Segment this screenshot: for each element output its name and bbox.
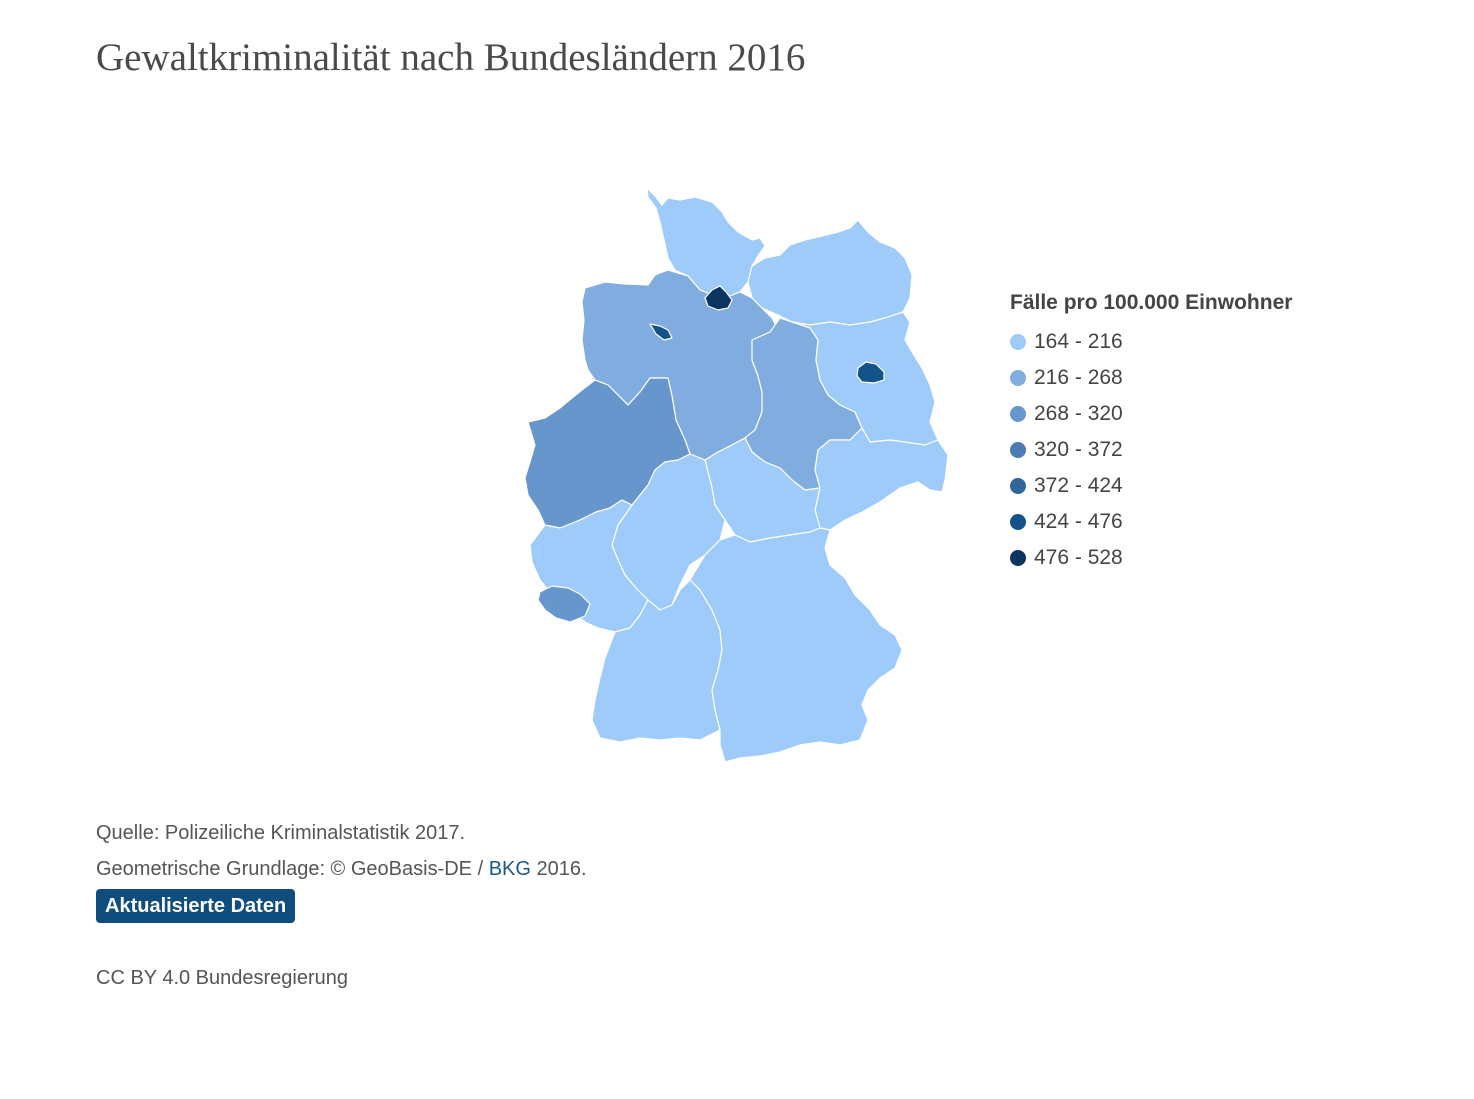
legend-item-label: 372 - 424 bbox=[1034, 474, 1123, 497]
updated-data-button[interactable]: Aktualisierte Daten bbox=[96, 889, 296, 923]
legend-swatch bbox=[1010, 478, 1026, 494]
state-hamburg[interactable] bbox=[704, 285, 733, 311]
state-saarland[interactable] bbox=[537, 585, 591, 623]
legend-item: 424 - 476 bbox=[1010, 504, 1330, 540]
legend-item-label: 476 - 528 bbox=[1034, 546, 1123, 569]
state-bremen[interactable] bbox=[649, 323, 673, 341]
legend-item-label: 320 - 372 bbox=[1034, 438, 1123, 461]
legend-item-label: 164 - 216 bbox=[1034, 330, 1123, 353]
state-schleswig-holstein[interactable] bbox=[646, 187, 766, 299]
choropleth-map bbox=[524, 187, 949, 763]
map-legend: Fälle pro 100.000 Einwohner 164 - 216 21… bbox=[1010, 288, 1330, 576]
state-sachsen[interactable] bbox=[814, 427, 949, 531]
page-title: Gewaltkriminalität nach Bundesländern 20… bbox=[96, 36, 806, 79]
legend-title: Fälle pro 100.000 Einwohner bbox=[1010, 291, 1293, 314]
state-thueringen[interactable] bbox=[704, 437, 821, 543]
legend-swatch bbox=[1010, 406, 1026, 422]
legend-list: 164 - 216 216 - 268 268 - 320 320 - 372 … bbox=[1010, 324, 1330, 576]
legend-item: 216 - 268 bbox=[1010, 360, 1330, 396]
legend-item: 372 - 424 bbox=[1010, 468, 1330, 504]
legend-swatch bbox=[1010, 550, 1026, 566]
legend-item-label: 424 - 476 bbox=[1034, 510, 1123, 533]
geo-credit: Geometrische Grundlage: © GeoBasis-DE / … bbox=[96, 851, 896, 887]
footer: Quelle: Polizeiliche Kriminalstatistik 2… bbox=[96, 815, 896, 993]
legend-swatch bbox=[1010, 514, 1026, 530]
legend-item: 268 - 320 bbox=[1010, 396, 1330, 432]
source-note: Quelle: Polizeiliche Kriminalstatistik 2… bbox=[96, 822, 466, 844]
legend-swatch bbox=[1010, 370, 1026, 386]
geo-credit-suffix: 2016. bbox=[530, 858, 587, 880]
geo-credit-prefix: Geometrische Grundlage: © GeoBasis-DE / bbox=[96, 858, 489, 880]
legend-item: 476 - 528 bbox=[1010, 540, 1330, 576]
legend-swatch bbox=[1010, 334, 1026, 350]
legend-item-label: 268 - 320 bbox=[1034, 402, 1123, 425]
license-note: CC BY 4.0 Bundesregierung bbox=[96, 967, 349, 989]
state-berlin[interactable] bbox=[856, 361, 885, 384]
bkg-link[interactable]: BKG bbox=[488, 858, 531, 880]
state-mecklenburg-vorpommern[interactable] bbox=[747, 219, 913, 326]
legend-item: 164 - 216 bbox=[1010, 324, 1330, 360]
legend-item: 320 - 372 bbox=[1010, 432, 1330, 468]
state-bayern[interactable] bbox=[689, 527, 903, 763]
legend-item-label: 216 - 268 bbox=[1034, 366, 1123, 389]
legend-swatch bbox=[1010, 442, 1026, 458]
